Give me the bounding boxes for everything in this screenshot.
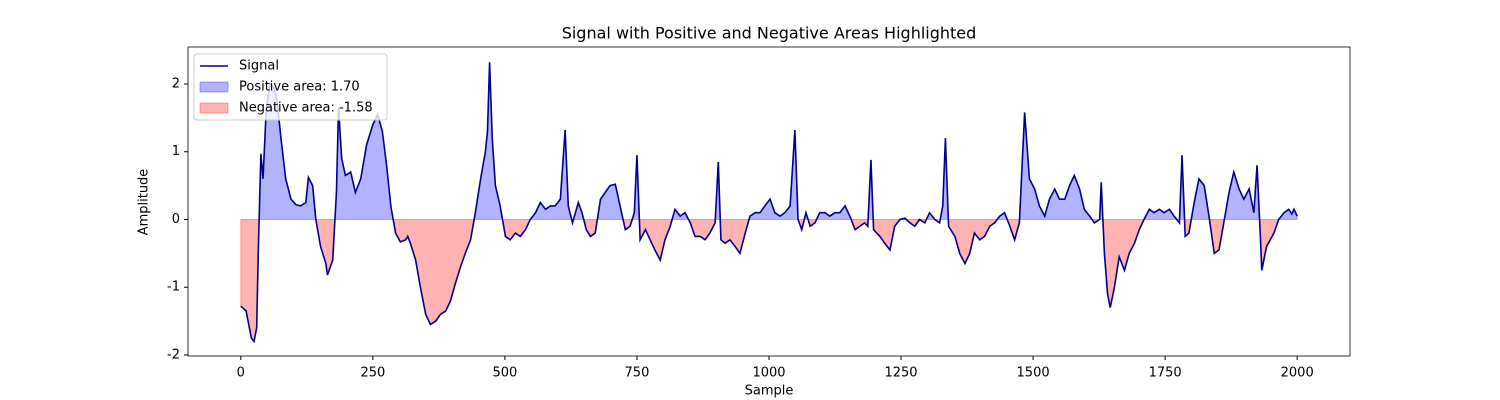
x-tick-label: 2000 bbox=[1281, 366, 1314, 381]
x-tick-label: 500 bbox=[492, 366, 517, 381]
x-tick-label: 1500 bbox=[1017, 366, 1050, 381]
legend-patch bbox=[199, 102, 229, 114]
legend-patch bbox=[199, 81, 229, 93]
y-tick-label: -2 bbox=[167, 347, 180, 362]
x-tick-label: 750 bbox=[625, 366, 650, 381]
y-tick-label: 1 bbox=[172, 144, 180, 159]
legend-label: Signal bbox=[239, 59, 279, 74]
chart-title: Signal with Positive and Negative Areas … bbox=[562, 24, 977, 43]
legend: Signal Positive area: 1.70 Negative area: … bbox=[193, 53, 388, 121]
x-tick-label: 1250 bbox=[884, 366, 917, 381]
y-tick-label: -1 bbox=[167, 280, 180, 295]
x-axis-label: Sample bbox=[745, 384, 794, 399]
plot-frame bbox=[187, 46, 1351, 357]
area-positive bbox=[240, 62, 1298, 220]
legend-box bbox=[193, 53, 388, 121]
x-tick-label: 1750 bbox=[1149, 366, 1182, 381]
x-tick-label: 1000 bbox=[752, 366, 785, 381]
legend-label: Positive area: 1.70 bbox=[239, 80, 360, 95]
y-tick-label: 0 bbox=[172, 212, 180, 227]
signal-line bbox=[240, 62, 1298, 344]
y-axis-label: Amplitude bbox=[137, 169, 152, 236]
y-tick-label: 2 bbox=[172, 76, 180, 91]
x-tick-label: 0 bbox=[237, 366, 245, 381]
x-tick-label: 250 bbox=[360, 366, 385, 381]
legend-label: Negative area: -1.58 bbox=[239, 101, 373, 116]
